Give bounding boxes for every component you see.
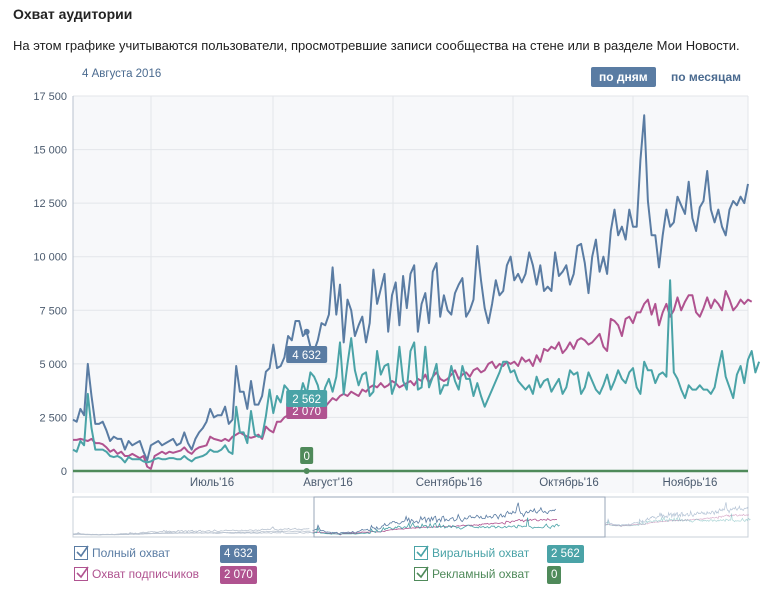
checkbox-icon[interactable]: [74, 545, 89, 560]
y-tick-label: 12 500: [33, 198, 67, 210]
legend-label: Полный охват: [92, 546, 171, 560]
x-month-label: Август'16: [303, 477, 353, 489]
legend-item[interactable]: Виральный охват: [414, 545, 530, 560]
legend-value-badge: 4 632: [220, 545, 257, 563]
navigator-future: [604, 502, 749, 527]
tooltip-value: 0: [303, 451, 309, 463]
tooltip-value: 2 562: [292, 394, 321, 406]
series-line-3: [72, 279, 761, 464]
checkbox-icon[interactable]: [414, 566, 429, 581]
checkbox-icon[interactable]: [414, 545, 429, 560]
plot-background: [73, 96, 748, 493]
x-month-label: Октябрь'16: [539, 477, 599, 489]
y-tick-label: 5 000: [39, 359, 67, 371]
x-month-label: Сентябрь'16: [416, 477, 483, 489]
page-description: На этом графике учитываются пользователи…: [13, 38, 740, 53]
navigator-window[interactable]: [313, 496, 606, 538]
legend-item[interactable]: Охват подписчиков: [74, 566, 200, 581]
legend-label: Виральный охват: [432, 546, 530, 560]
navigator-history: [72, 529, 314, 536]
navigator-series-1: [312, 502, 556, 535]
y-tick-label: 10 000: [33, 252, 67, 264]
checkbox-icon[interactable]: [74, 566, 89, 581]
by-months-button[interactable]: по месяцам: [671, 70, 742, 84]
tooltip-value: 4 632: [292, 350, 321, 362]
navigator-future: [605, 513, 749, 527]
navigator-future: [604, 513, 751, 527]
x-month-label: Ноябрь'16: [663, 477, 718, 489]
page-title: Охват аудитории: [13, 6, 133, 22]
y-tick-label: 15 000: [33, 145, 67, 157]
navigator-series-2: [312, 518, 558, 536]
legend-item[interactable]: Рекламный охват: [414, 566, 530, 581]
y-tick-label: 2 500: [39, 412, 67, 424]
navigator-series-3: [312, 517, 560, 535]
y-tick-label: 17 500: [33, 91, 67, 103]
tooltip-badge: [286, 346, 328, 363]
hover-date: 4 Августа 2016: [82, 68, 162, 80]
y-tick-label: 7 500: [39, 305, 67, 317]
legend-label: Охват подписчиков: [92, 567, 200, 581]
series-line-1: [72, 114, 749, 462]
legend-label: Рекламный охват: [432, 567, 530, 581]
tooltip-badge: [300, 447, 314, 464]
navigator[interactable]: [72, 496, 749, 538]
legend-item[interactable]: Полный охват: [74, 545, 171, 560]
legend-value-badge: 0: [547, 566, 562, 584]
highlight-point: [303, 468, 310, 474]
legend-value-badge: 2 070: [220, 566, 257, 584]
series-line-2: [73, 290, 753, 470]
y-tick-label: 0: [61, 466, 67, 478]
tooltip-value: 2 070: [292, 406, 321, 418]
tooltip-badge: [286, 390, 328, 407]
x-month-label: Июль'16: [190, 477, 234, 489]
legend-value-badge: 2 562: [547, 545, 584, 563]
by-days-button[interactable]: по дням: [591, 67, 656, 87]
highlight-point: [303, 328, 310, 335]
